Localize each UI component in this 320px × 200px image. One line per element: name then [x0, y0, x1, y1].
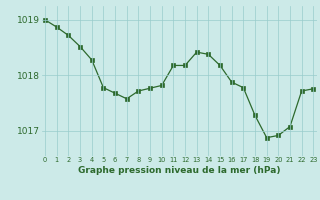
X-axis label: Graphe pression niveau de la mer (hPa): Graphe pression niveau de la mer (hPa) [78, 166, 280, 175]
